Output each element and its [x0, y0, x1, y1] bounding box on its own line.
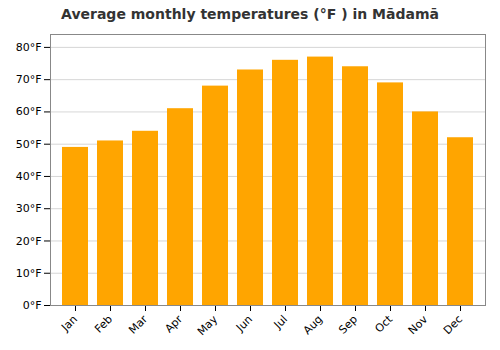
svg-text:20°F: 20°F — [16, 234, 42, 247]
svg-text:May: May — [195, 312, 221, 338]
svg-text:Jun: Jun — [233, 313, 255, 335]
svg-text:Apr: Apr — [162, 312, 185, 335]
svg-text:80°F: 80°F — [16, 41, 42, 54]
svg-text:Oct: Oct — [372, 312, 395, 335]
svg-text:Aug: Aug — [301, 313, 325, 337]
svg-text:Nov: Nov — [406, 312, 431, 337]
svg-text:Dec: Dec — [441, 313, 465, 337]
svg-text:Mar: Mar — [126, 312, 150, 336]
svg-text:50°F: 50°F — [16, 138, 42, 151]
svg-text:Jul: Jul — [271, 313, 290, 332]
svg-text:Sep: Sep — [336, 313, 360, 337]
svg-text:Feb: Feb — [92, 313, 115, 336]
svg-text:30°F: 30°F — [16, 202, 42, 215]
svg-text:40°F: 40°F — [16, 170, 42, 183]
svg-text:0°F: 0°F — [23, 299, 42, 312]
svg-text:10°F: 10°F — [16, 267, 42, 280]
svg-text:60°F: 60°F — [16, 105, 42, 118]
html-text:Average monthly temperatures (: Average monthly temperatures (°F ) in Mā… — [61, 6, 439, 22]
svg-text:Jan: Jan — [58, 313, 80, 335]
svg-text:70°F: 70°F — [16, 73, 42, 86]
